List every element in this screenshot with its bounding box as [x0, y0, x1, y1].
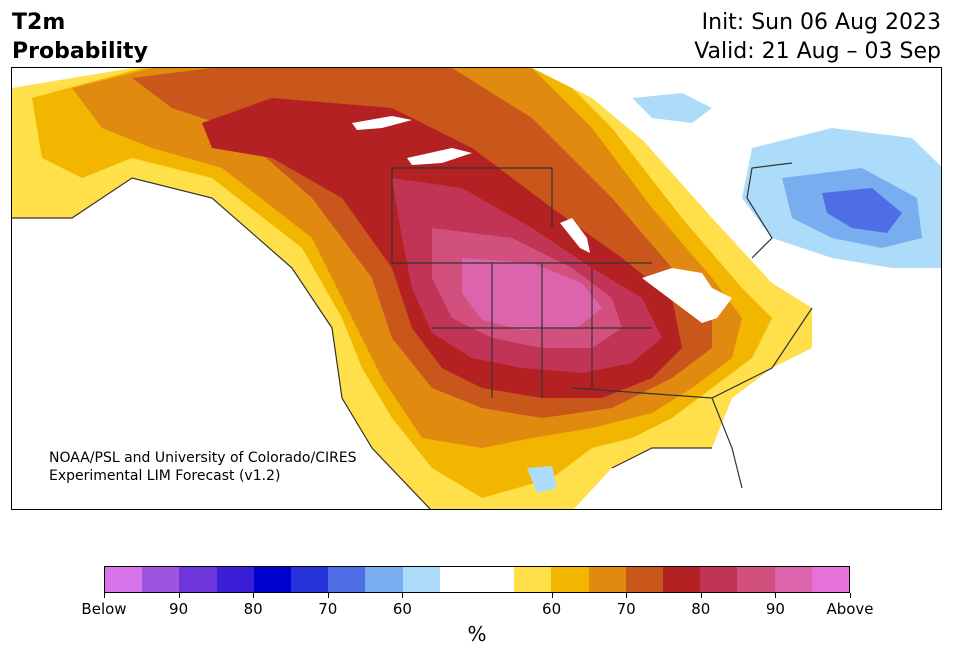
lake-winnipeg: [560, 218, 590, 253]
prob-mexico-lightblue: [527, 466, 557, 493]
colorbar-segment: [700, 567, 738, 592]
colorbar-segment: [625, 567, 664, 592]
colorbar-tick: [253, 593, 255, 598]
colorbar-tick-label: Above: [826, 600, 874, 618]
great-bear-lake: [352, 116, 412, 130]
colorbar: [104, 566, 850, 593]
colorbar-unit: %: [467, 622, 487, 646]
colorbar-tick-label: 60: [392, 600, 412, 618]
colorbar-tick-label: 80: [243, 600, 263, 618]
credit-line-2: Experimental LIM Forecast (v1.2): [49, 468, 281, 484]
prob-nw-lightblue: [632, 93, 712, 123]
colorbar-tick: [850, 593, 851, 598]
title-line-1: T2m: [12, 10, 66, 35]
colorbar-segment: [514, 567, 552, 592]
colorbar-segment: [811, 567, 850, 592]
great-lakes: [642, 268, 732, 323]
colorbar-segment: [588, 567, 626, 592]
colorbar-tick: [626, 593, 628, 598]
valid-date: Valid: 21 Aug – 03 Sep: [694, 39, 941, 64]
colorbar-segment: [291, 567, 329, 592]
boundary-lines: [12, 162, 813, 509]
colorbar-segment: [439, 567, 478, 592]
colorbar-segment: [365, 567, 403, 592]
colorbar-segment: [142, 567, 180, 592]
colorbar-tick-label: 80: [691, 600, 711, 618]
map-graphic: [12, 68, 941, 509]
colorbar-tick: [551, 593, 553, 598]
colorbar-segment: [402, 567, 440, 592]
colorbar-tick: [327, 593, 329, 598]
colorbar-tick: [178, 593, 180, 598]
colorbar-tick: [104, 593, 105, 598]
prob-darkblue-area: [822, 188, 902, 233]
colorbar-segment: [663, 567, 701, 592]
prob-pink-area: [462, 258, 602, 330]
colorbar-segment: [179, 567, 217, 592]
colorbar-tick-label: 90: [765, 600, 785, 618]
credit-text: NOAA/PSL and University of Colorado/CIRE…: [49, 449, 357, 485]
colorbar-segment: [253, 567, 292, 592]
colorbar-tick: [775, 593, 777, 598]
colorbar-segment: [105, 567, 143, 592]
colorbar-tick-label: 70: [616, 600, 636, 618]
title-line-2: Probability: [12, 39, 148, 64]
colorbar-segment: [774, 567, 812, 592]
probability-map: [11, 67, 942, 510]
colorbar-segment: [477, 567, 515, 592]
colorbar-tick: [402, 593, 404, 598]
colorbar-segment: [737, 567, 775, 592]
colorbar-tick-label: 70: [318, 600, 338, 618]
colorbar-tick-label: 60: [542, 600, 562, 618]
colorbar-tick: [700, 593, 702, 598]
forecast-dates: Init: Sun 06 Aug 2023 Valid: 21 Aug – 03…: [694, 8, 941, 66]
colorbar-tick-label: Below: [81, 600, 127, 618]
colorbar-segment: [216, 567, 254, 592]
init-date: Init: Sun 06 Aug 2023: [701, 10, 941, 35]
great-slave-lake: [407, 148, 472, 165]
colorbar-segment: [551, 567, 589, 592]
map-title: T2m Probability: [12, 8, 148, 66]
credit-line-1: NOAA/PSL and University of Colorado/CIRE…: [49, 450, 357, 466]
colorbar-segment: [328, 567, 366, 592]
colorbar-tick-label: 90: [169, 600, 189, 618]
